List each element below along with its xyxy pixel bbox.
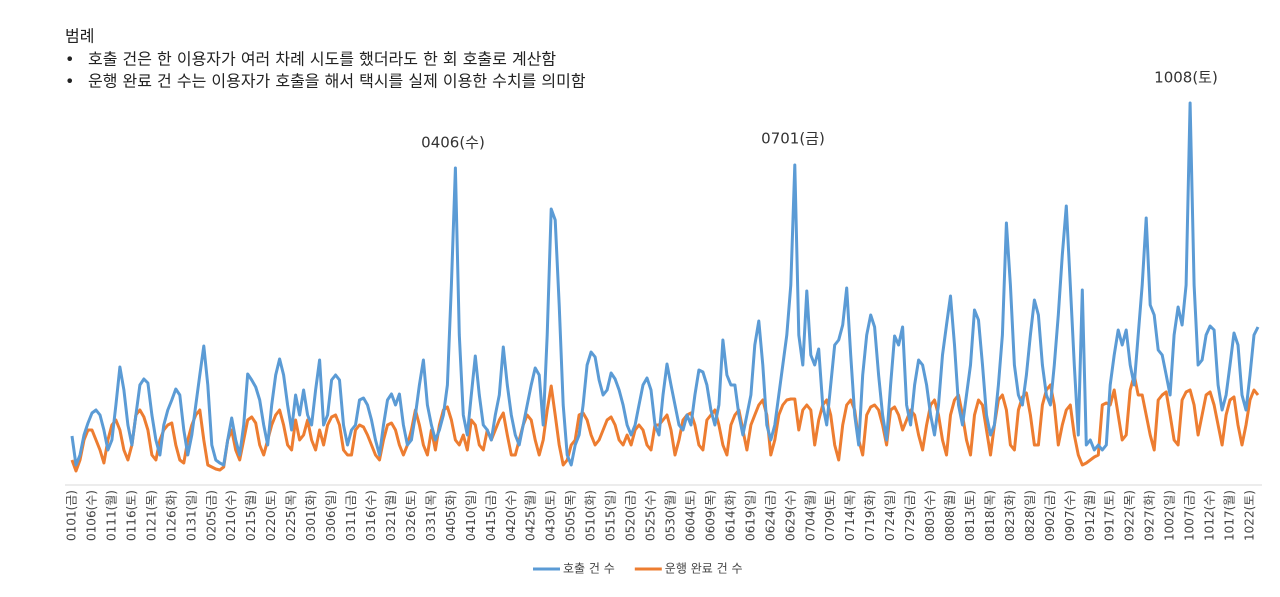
x-tick-label: 0704(월) (803, 490, 817, 541)
x-tick-label: 0215(월) (244, 490, 258, 541)
x-tick-label: 0808(월) (943, 490, 957, 541)
x-tick-label: 1012(수) (1203, 490, 1217, 541)
x-tick-label: 0101(금) (65, 490, 79, 541)
annotation: 0406(수) (421, 134, 485, 152)
x-tick-label: 0131(일) (184, 490, 198, 541)
x-tick-label: 0515(일) (604, 490, 618, 541)
x-tick-label: 0301(화) (304, 490, 318, 541)
bullet: • (65, 50, 74, 69)
x-tick-label: 0530(월) (663, 490, 677, 541)
x-tick-label: 1017(월) (1223, 490, 1237, 541)
x-tick-label: 0111(월) (104, 490, 118, 541)
x-tick-label: 0425(월) (524, 490, 538, 541)
x-tick-label: 0729(금) (903, 490, 917, 541)
x-tick-label: 0813(토) (963, 490, 977, 541)
x-tick-label: 0410(일) (464, 490, 478, 541)
x-tick-label: 0803(수) (923, 490, 937, 541)
x-tick-label: 0311(금) (344, 490, 358, 541)
x-tick-label: 0828(일) (1023, 490, 1037, 541)
x-tick-label: 0714(목) (843, 490, 857, 541)
x-tick-label: 0205(금) (204, 490, 218, 541)
x-tick-label: 0724(일) (883, 490, 897, 541)
x-tick-label: 0917(토) (1103, 490, 1117, 541)
x-tick-label: 0331(목) (424, 490, 438, 541)
x-tick-label: 0719(화) (863, 490, 877, 541)
x-tick-label: 0510(화) (584, 490, 598, 541)
x-tick-label: 0420(수) (504, 490, 518, 541)
x-tick-label: 0604(토) (683, 490, 697, 541)
x-tick-label: 0121(목) (144, 490, 158, 541)
note-item: 운행 완료 건 수는 이용자가 호출을 해서 택시를 실제 이용한 수치를 의미… (88, 72, 586, 91)
x-tick-label: 0525(수) (644, 490, 658, 541)
x-tick-label: 1007(금) (1183, 490, 1197, 541)
x-tick-label: 0902(금) (1043, 490, 1057, 541)
annotation: 0701(금) (761, 130, 825, 148)
x-tick-label: 0922(목) (1123, 490, 1137, 541)
x-tick-label: 0629(수) (783, 490, 797, 541)
x-tick-label: 0614(화) (723, 490, 737, 541)
x-tick-label: 0907(수) (1063, 490, 1077, 541)
x-tick-label: 0505(목) (564, 490, 578, 541)
note-item: 호출 건은 한 이용자가 여러 차례 시도를 했더라도 한 회 호출로 계산함 (88, 50, 556, 69)
x-tick-label: 0405(화) (444, 490, 458, 541)
x-tick-label: 0823(화) (1003, 490, 1017, 541)
x-tick-label: 0912(월) (1083, 490, 1097, 541)
series-line (70, 101, 1260, 467)
x-tick-label: 0709(토) (823, 490, 837, 541)
x-tick-label: 0619(일) (743, 490, 757, 541)
x-tick-label: 0927(화) (1143, 490, 1157, 541)
x-tick-label: 0306(일) (324, 490, 338, 541)
x-tick-label: 0106(수) (84, 490, 98, 541)
x-tick-label: 0225(목) (284, 490, 298, 541)
x-tick-label: 0321(월) (384, 490, 398, 541)
x-tick-label: 1002(일) (1163, 490, 1177, 541)
x-tick-label: 0326(토) (404, 490, 418, 541)
x-tick-label: 0520(금) (624, 490, 638, 541)
x-tick-label: 0818(목) (983, 490, 997, 541)
legend-label: 운행 완료 건 수 (665, 561, 743, 576)
x-tick-label: 0116(토) (124, 490, 138, 541)
annotation: 1008(토) (1154, 69, 1218, 87)
x-tick-label: 0210(수) (224, 490, 238, 541)
x-tick-label: 0415(금) (484, 490, 498, 541)
x-tick-label: 0430(토) (544, 490, 558, 541)
legend-label: 호출 건 수 (563, 562, 615, 576)
x-tick-label: 1022(토) (1243, 490, 1257, 541)
x-tick-label: 0624(금) (763, 490, 777, 541)
x-tick-label: 0316(수) (364, 490, 378, 541)
x-tick-label: 0609(목) (703, 490, 717, 541)
bullet: • (65, 72, 74, 91)
x-tick-label: 0126(화) (164, 490, 178, 541)
notes-title: 범례 (65, 27, 94, 46)
x-tick-label: 0220(토) (264, 490, 278, 541)
